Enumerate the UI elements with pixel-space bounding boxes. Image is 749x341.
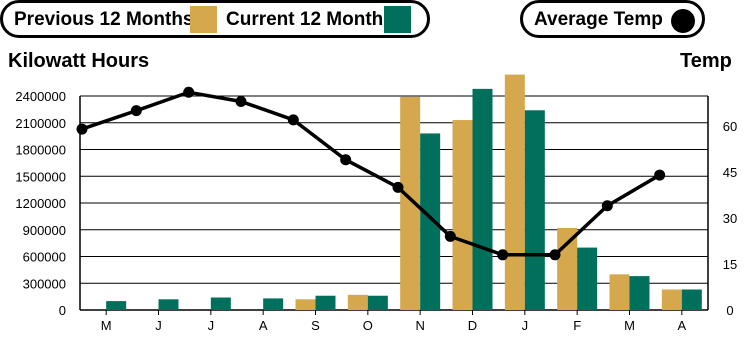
x-tick-label: A [259, 318, 268, 333]
legend-average-label: Average Temp [534, 9, 663, 30]
y-tick-label: 2100000 [15, 116, 66, 131]
y2-axis-title: Temp [680, 50, 732, 72]
y2-tick-label: 45 [723, 165, 737, 180]
temp-point [183, 86, 195, 98]
y2-tick-label: 15 [723, 257, 737, 272]
x-tick-label: M [101, 318, 112, 333]
temp-point [549, 249, 561, 261]
legend-current-swatch [384, 6, 411, 33]
bar-current [577, 247, 598, 310]
y-axis-title: Kilowatt Hours [8, 50, 150, 72]
bar-current [524, 110, 545, 311]
temp-point [601, 200, 613, 212]
x-tick-label: A [677, 318, 686, 333]
y-tick-label: 1200000 [15, 196, 66, 211]
bar-current [263, 298, 284, 310]
legend-current-label: Current 12 Months [226, 9, 394, 30]
y-tick-label: 300000 [23, 276, 66, 291]
x-tick-label: S [311, 318, 320, 333]
y-tick-label: 0 [59, 303, 66, 318]
x-tick-label: O [363, 318, 373, 333]
x-tick-label: D [468, 318, 477, 333]
bar-previous [347, 294, 368, 310]
x-tick-label: J [208, 318, 215, 333]
temp-point [130, 105, 142, 117]
bar-current [367, 295, 388, 310]
temp-point [497, 249, 509, 261]
temp-point [76, 123, 88, 135]
temp-point [235, 95, 247, 107]
bar-previous [609, 274, 630, 310]
x-tick-label: N [415, 318, 424, 333]
legend-previous-swatch [190, 6, 217, 33]
bar-current [472, 88, 493, 310]
legend-previous-label: Previous 12 Months [14, 9, 194, 30]
y-tick-label: 1800000 [15, 143, 66, 158]
y2-tick-label: 0 [726, 303, 733, 318]
bar-previous [661, 289, 682, 310]
temp-point [444, 230, 456, 242]
y-tick-label: 600000 [23, 250, 66, 265]
legend-average-dot [671, 9, 695, 33]
x-tick-label: J [522, 318, 529, 333]
bar-current [629, 276, 650, 310]
bar-current [210, 297, 231, 310]
bar-previous [400, 96, 421, 311]
temp-point [287, 114, 299, 126]
y2-tick-label: 60 [723, 119, 737, 134]
x-tick-label: J [155, 318, 162, 333]
bar-current [315, 295, 336, 310]
bar-previous [504, 74, 525, 310]
bar-current [106, 301, 127, 310]
temp-point [392, 181, 404, 193]
temp-point [340, 154, 352, 166]
bar-current [158, 299, 179, 310]
legend-bar-series: Previous 12 Months Current 12 Months [0, 0, 430, 38]
y2-tick-label: 30 [723, 211, 737, 226]
y-tick-label: 900000 [23, 223, 66, 238]
temp-line [81, 90, 661, 257]
bar-previous [557, 227, 578, 310]
bar-previous [295, 299, 316, 310]
y-tick-label: 2400000 [15, 89, 66, 104]
x-tick-label: F [573, 318, 581, 333]
temp-point [654, 169, 666, 181]
y-tick-label: 1500000 [15, 169, 66, 184]
bar-previous [452, 120, 473, 310]
bar-current [681, 289, 702, 310]
x-tick-label: M [624, 318, 635, 333]
legend-line-series: Average Temp [520, 0, 705, 38]
bar-current [420, 133, 441, 310]
